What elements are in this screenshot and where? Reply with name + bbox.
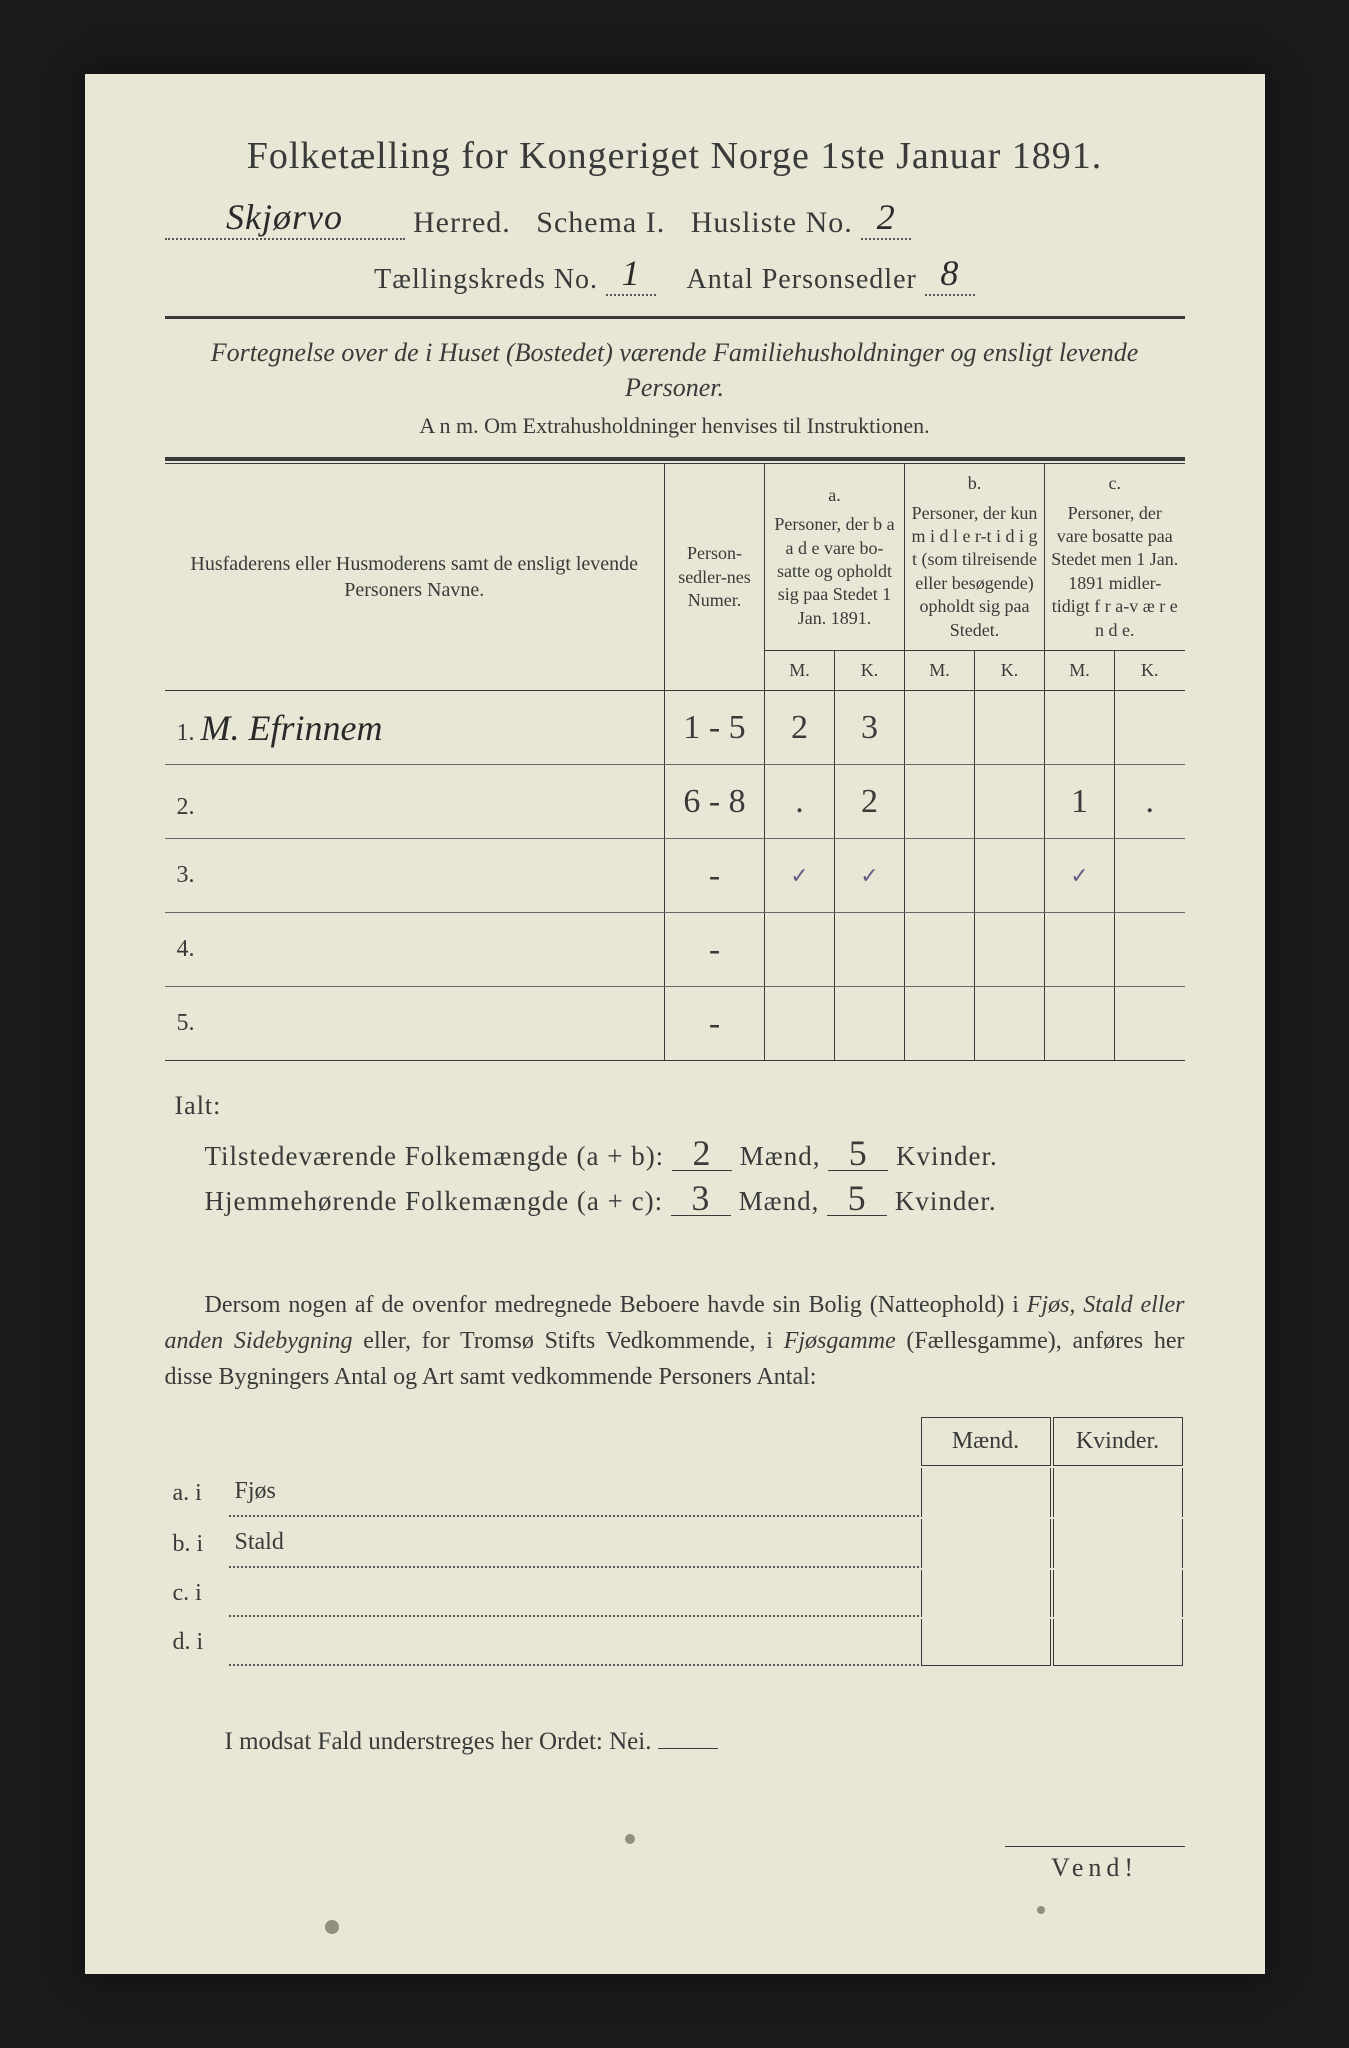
- subtitle: Fortegnelse over de i Huset (Bostedet) v…: [165, 335, 1185, 405]
- kreds-value: 1: [606, 252, 656, 296]
- census-document: Folketælling for Kongeriget Norge 1ste J…: [85, 74, 1265, 1974]
- table-row: 1. M. Efrinnem 1 - 5 2 3: [165, 691, 1185, 765]
- divider: [165, 316, 1185, 319]
- kreds-line: Tællingskreds No. 1 Antal Personsedler 8: [165, 252, 1185, 296]
- table-row: 3. - ✓ ✓ ✓: [165, 839, 1185, 913]
- ab-kvinder: 5: [828, 1137, 888, 1170]
- ialt-label: Ialt:: [175, 1091, 1185, 1121]
- building-row: d. i: [167, 1619, 1183, 1666]
- table-top-rule: [165, 457, 1185, 464]
- col-am: M.: [765, 650, 835, 690]
- vend-label: Vend!: [1005, 1846, 1185, 1883]
- col-names: Husfaderens eller Husmoderens samt de en…: [165, 464, 665, 691]
- table-row: 5. -: [165, 987, 1185, 1061]
- anm-note: A n m. Om Extrahusholdninger henvises ti…: [165, 413, 1185, 439]
- table-body: 1. M. Efrinnem 1 - 5 2 3 2. 6 - 8 . 2 1 …: [165, 691, 1185, 1061]
- col-cm: M.: [1045, 650, 1115, 690]
- husliste-value: 2: [861, 196, 911, 240]
- summary-ac: Hjemmehørende Folkemængde (a + c): 3 Mæn…: [205, 1182, 1185, 1217]
- age-spot: [325, 1920, 339, 1934]
- col-ak: K.: [835, 650, 905, 690]
- col-person: Person-sedler-nes Numer.: [665, 464, 765, 691]
- bh-kvinder: Kvinder.: [1053, 1417, 1183, 1466]
- col-a-label: a. Personer, der b a a d e vare bo-satte…: [765, 464, 905, 650]
- schema-label: Schema I.: [536, 206, 665, 239]
- bh-maend: Mænd.: [921, 1417, 1051, 1466]
- main-title: Folketælling for Kongeriget Norge 1ste J…: [165, 134, 1185, 178]
- col-b-label: b. Personer, der kun m i d l e r-t i d i…: [905, 464, 1045, 650]
- nei-line: I modsat Fald understreges her Ordet: Ne…: [165, 1728, 1185, 1756]
- col-bm: M.: [905, 650, 975, 690]
- building-row: b. i Stald: [167, 1519, 1183, 1568]
- col-bk: K.: [975, 650, 1045, 690]
- census-table: Husfaderens eller Husmoderens samt de en…: [165, 464, 1185, 1061]
- ab-maend: 2: [672, 1137, 732, 1170]
- ac-kvinder: 5: [827, 1182, 887, 1215]
- buildings-table: Mænd. Kvinder. a. i Fjøs b. i Stald c. i…: [165, 1415, 1185, 1668]
- herred-line: Skjørvo Herred. Schema I. Husliste No. 2: [165, 196, 1185, 240]
- table-row: 4. -: [165, 913, 1185, 987]
- herred-value: Skjørvo: [165, 196, 405, 240]
- herred-label: Herred.: [413, 206, 511, 239]
- buildings-paragraph: Dersom nogen af de ovenfor medregnede Be…: [165, 1287, 1185, 1395]
- building-row: c. i: [167, 1570, 1183, 1617]
- personsedler-value: 8: [925, 252, 975, 296]
- summary-ab: Tilstedeværende Folkemængde (a + b): 2 M…: [205, 1137, 1185, 1172]
- age-spot: [1037, 1906, 1045, 1914]
- kreds-label: Tællingskreds No.: [374, 264, 598, 295]
- col-ck: K.: [1115, 650, 1185, 690]
- building-row: a. i Fjøs: [167, 1468, 1183, 1517]
- col-c-label: c. Personer, der vare bosatte paa Stedet…: [1045, 464, 1185, 650]
- table-row: 2. 6 - 8 . 2 1 .: [165, 765, 1185, 839]
- age-spot: [625, 1834, 635, 1844]
- husliste-label: Husliste No.: [691, 206, 853, 239]
- ac-maend: 3: [671, 1182, 731, 1215]
- personsedler-label: Antal Personsedler: [687, 264, 917, 295]
